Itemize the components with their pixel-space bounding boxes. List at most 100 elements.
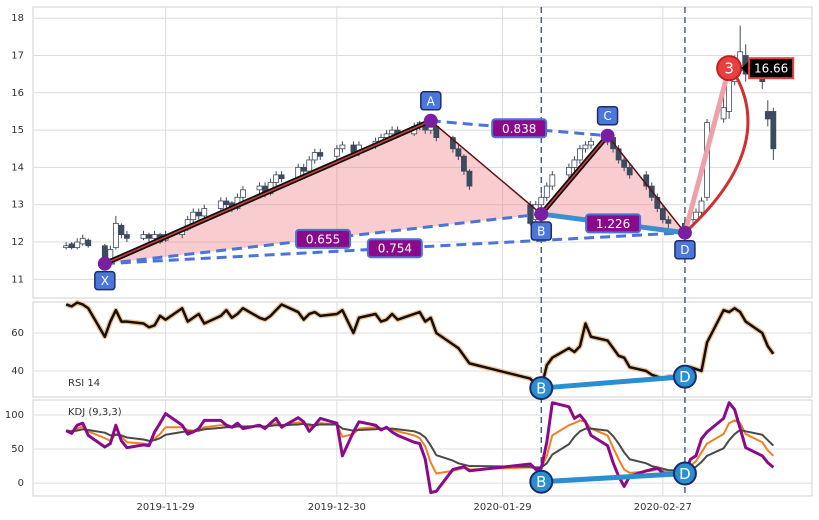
candle-body [306,159,313,172]
candle-body [588,140,594,146]
divergence-line [541,471,686,485]
candle-body [527,204,534,224]
candle-body [217,200,224,209]
y-tick-label: 14 [11,162,24,173]
y-tick-label: 13 [11,200,24,211]
ratio-label: 0.655 [306,232,340,246]
divergence-label: D [679,368,691,386]
pattern-label: C [603,109,611,123]
candle-body [118,224,125,235]
candle-body [190,211,197,221]
candle-body [466,170,473,187]
candle-body [764,111,771,120]
candle-body [79,237,86,245]
candle-body [339,144,346,150]
pattern-fill [104,120,542,264]
candle-body [300,167,307,172]
candle-body [317,152,324,157]
candle-body [433,125,440,138]
ratio-label-box [491,118,548,139]
y-tick-label: 60 [11,328,24,339]
candle-body [693,211,699,221]
candle-body [538,196,545,206]
candle-body [626,167,633,176]
candle-body [449,137,456,150]
pattern-leg [104,120,432,265]
candle-body [577,148,583,161]
y-tick-label: 16 [11,88,24,99]
pattern-leg [540,135,609,215]
y-tick-label: 11 [11,274,24,285]
candle-body [240,189,246,198]
pattern-point [600,128,615,143]
pattern-label: A [427,94,436,108]
divergence-point [672,461,697,486]
candle-body [256,185,263,191]
candle-body [770,111,777,150]
candle-body [566,167,572,176]
pattern-point [534,207,549,222]
y-tick-label: 50 [11,444,24,455]
target-arrow [683,77,750,234]
target-value-box [748,57,795,80]
pattern-label-box [420,91,442,111]
y-tick-label: 0 [18,478,24,489]
candle-body [311,152,318,161]
candle-body [549,174,556,187]
candle-body [665,219,672,224]
pattern-fill [541,135,685,233]
kdj-line [65,401,775,495]
candle-body [582,144,589,150]
candle-body [621,159,628,168]
pattern-label: D [680,243,689,257]
divergence-label: D [679,465,691,483]
candle-body [151,234,158,239]
candle-body [124,234,130,239]
kdj-line [66,422,775,472]
candle-body [107,249,114,260]
y-tick-label: 40 [11,366,24,377]
y-tick-label: 12 [11,237,24,248]
candle-body [112,222,119,249]
pattern-label: X [101,274,109,288]
ratio-label-box [585,213,642,234]
x-tick-label: 2020-01-29 [474,502,532,513]
divergence-line [541,374,686,391]
divergence-point [529,469,554,494]
ratio-line [104,212,542,266]
pattern-point [423,113,438,128]
pattern-label-box [596,105,619,126]
candle-body [74,241,81,249]
pattern-leg [430,120,542,215]
y-tick-label: 18 [11,13,24,24]
target-line [682,67,732,234]
x-tick-label: 2019-12-30 [308,502,366,513]
divergence-label: B [536,380,546,398]
target-value: 16.66 [754,62,788,76]
y-tick-label: 100 [5,410,24,421]
candle-body [698,200,705,213]
candle-body [146,234,152,239]
x-tick-label: 2019-11-29 [137,502,195,513]
candle-body [201,208,208,217]
candle-body [195,211,202,217]
candle-body [333,148,340,157]
candle-body [571,159,578,168]
candle-body [720,107,727,120]
pattern-label-box [674,239,696,260]
ratio-label: 1.226 [596,217,630,231]
candle-body [543,185,550,198]
candle-body [223,200,230,206]
y-tick-label: 17 [11,51,24,62]
candle-body [659,208,666,221]
x-tick-label: 2020-02-27 [634,502,692,513]
divergence-label: B [536,473,546,491]
divergence-point [672,364,697,389]
ratio-label-box [366,238,423,259]
pattern-leg [606,135,686,234]
divergence-point [529,376,554,401]
ratio-label-box [295,228,352,249]
pattern-label: B [537,225,545,239]
candle-body [389,129,396,135]
ratio-label: 0.754 [378,242,412,256]
